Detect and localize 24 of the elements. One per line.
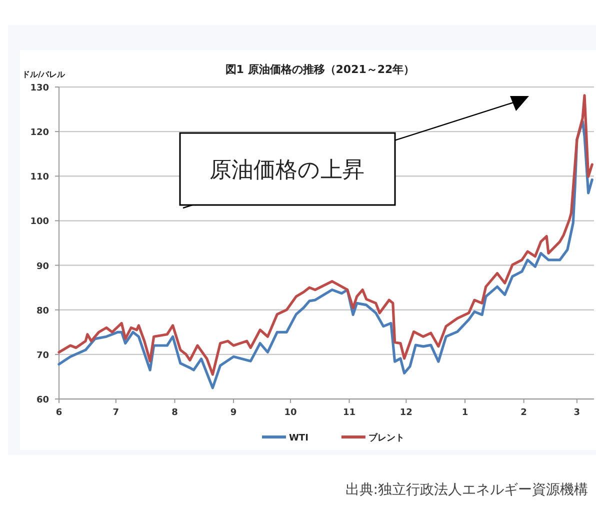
y-tick-label: 130 — [30, 84, 49, 94]
x-tick-label: 1 — [462, 408, 468, 418]
y-tick-label: 80 — [36, 306, 49, 316]
x-tick-label: 7 — [112, 408, 120, 418]
x-tick-label: 2 — [520, 408, 527, 418]
y-tick-label: 120 — [30, 128, 49, 138]
legend-label: ブレント — [368, 432, 404, 444]
chart-title: 図1 原油価格の推移（2021～22年） — [225, 63, 415, 76]
y-tick-label: 110 — [30, 172, 49, 183]
x-tick-label: 10 — [284, 408, 297, 418]
y-axis-title: ドル/バレル — [22, 70, 66, 79]
x-tick-label: 9 — [230, 408, 237, 418]
x-tick-label: 6 — [56, 408, 62, 418]
legend-label: WTI — [289, 434, 308, 444]
annotation: 原油価格の上昇 — [210, 158, 364, 183]
x-tick-label: 3 — [574, 408, 580, 418]
y-tick-label: 90 — [36, 262, 49, 272]
y-tick-label: 70 — [36, 350, 49, 361]
x-tick-label: 8 — [172, 408, 178, 418]
source-note: 出典:独立行政法人エネルギー資源機構 — [345, 482, 588, 498]
x-tick-label: 12 — [400, 408, 412, 418]
x-tick-label: 11 — [343, 408, 356, 418]
y-tick-label: 100 — [30, 217, 49, 228]
y-tick-label: 60 — [36, 396, 49, 406]
